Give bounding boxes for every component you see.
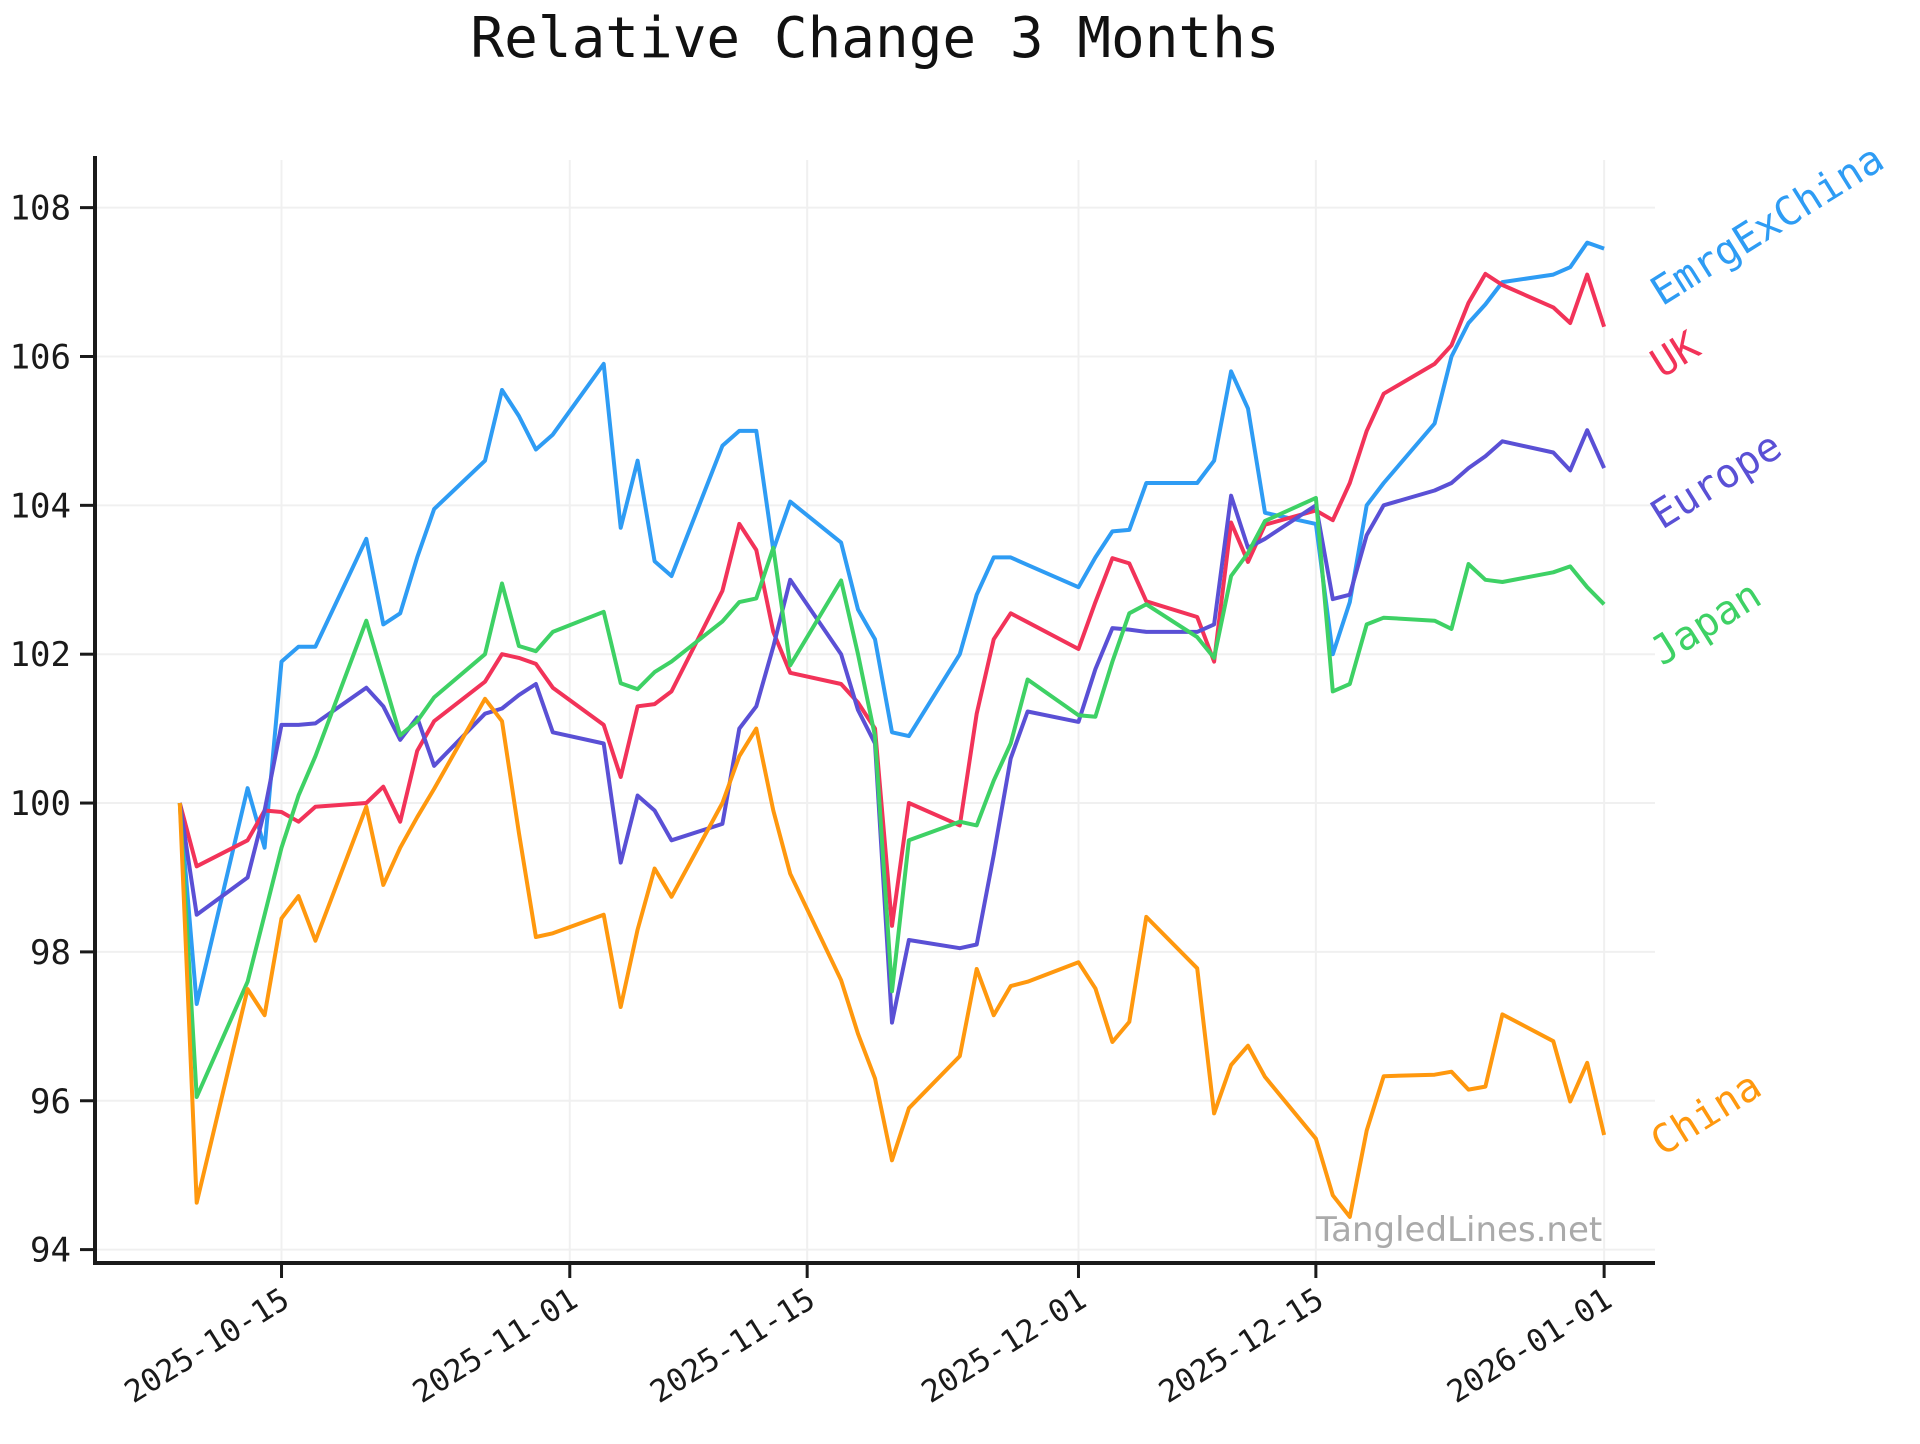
legend-label-Europe: Europe bbox=[1643, 423, 1790, 539]
series-line-Europe bbox=[177, 428, 1606, 1025]
series-line-EmrgExChina bbox=[177, 240, 1605, 1006]
y-tick-label: 102 bbox=[10, 635, 71, 675]
y-tick-label: 98 bbox=[30, 933, 71, 973]
y-tick-label: 108 bbox=[10, 189, 71, 229]
x-tick-label: 2025-11-15 bbox=[644, 1281, 821, 1410]
y-tick-label: 104 bbox=[10, 486, 71, 526]
y-tick-label: 96 bbox=[30, 1082, 71, 1122]
y-tick-label: 106 bbox=[10, 337, 71, 377]
y-tick-label: 94 bbox=[30, 1231, 71, 1271]
legend-label-UK: UK bbox=[1643, 323, 1708, 388]
x-tick-label: 2025-10-15 bbox=[118, 1281, 295, 1410]
x-tick-label: 2025-12-15 bbox=[1153, 1281, 1330, 1410]
x-tick-label: 2025-11-01 bbox=[407, 1281, 584, 1410]
chart-title: Relative Change 3 Months bbox=[470, 6, 1280, 71]
series-line-UK bbox=[177, 271, 1607, 928]
x-tick-label: 2025-12-01 bbox=[915, 1281, 1092, 1410]
watermark-text: TangledLines.net bbox=[1316, 1210, 1603, 1250]
x-tick-label: 2026-01-01 bbox=[1441, 1281, 1618, 1410]
series-line-Japan bbox=[177, 495, 1606, 1099]
y-tick-label: 100 bbox=[10, 784, 71, 824]
series-line-China bbox=[177, 696, 1607, 1219]
legend-label-China: China bbox=[1643, 1063, 1769, 1166]
legend-label-EmrgExChina: EmrgExChina bbox=[1643, 136, 1892, 315]
legend-label-Japan: Japan bbox=[1643, 572, 1769, 675]
